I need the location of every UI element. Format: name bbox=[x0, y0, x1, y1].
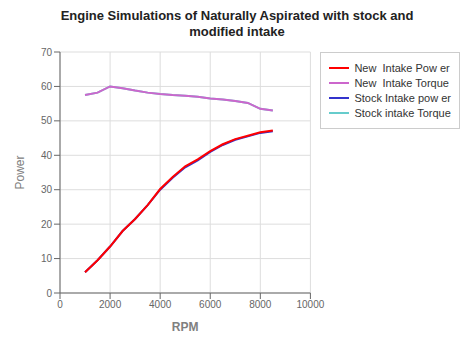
html-text:New Intake Pow er: New Intake Pow er bbox=[354, 62, 450, 74]
svg-text:0: 0 bbox=[57, 299, 63, 310]
svg-text:0: 0 bbox=[46, 288, 52, 299]
svg-text:30: 30 bbox=[41, 184, 53, 195]
svg-text:4000: 4000 bbox=[149, 299, 172, 310]
svg-text:2000: 2000 bbox=[99, 299, 122, 310]
svg-text:20: 20 bbox=[41, 219, 53, 230]
svg-text:70: 70 bbox=[41, 47, 53, 58]
svg-text:60: 60 bbox=[41, 81, 53, 92]
svg-text:50: 50 bbox=[41, 115, 53, 126]
html-text:Stock Intake pow er: Stock Intake pow er bbox=[354, 92, 451, 104]
html-text:New Intake Torque: New Intake Torque bbox=[354, 77, 449, 89]
svg-text:Power: Power bbox=[13, 155, 27, 189]
svg-text:RPM: RPM bbox=[172, 320, 199, 334]
svg-text:40: 40 bbox=[41, 150, 53, 161]
svg-text:10000: 10000 bbox=[296, 299, 324, 310]
svg-text:8000: 8000 bbox=[249, 299, 272, 310]
svg-text:10: 10 bbox=[41, 253, 53, 264]
html-text:Stock intake Torque: Stock intake Torque bbox=[354, 107, 451, 119]
html-text:Engine Simulations of Naturall: Engine Simulations of Naturally Aspirate… bbox=[60, 8, 414, 39]
svg-text:6000: 6000 bbox=[199, 299, 222, 310]
